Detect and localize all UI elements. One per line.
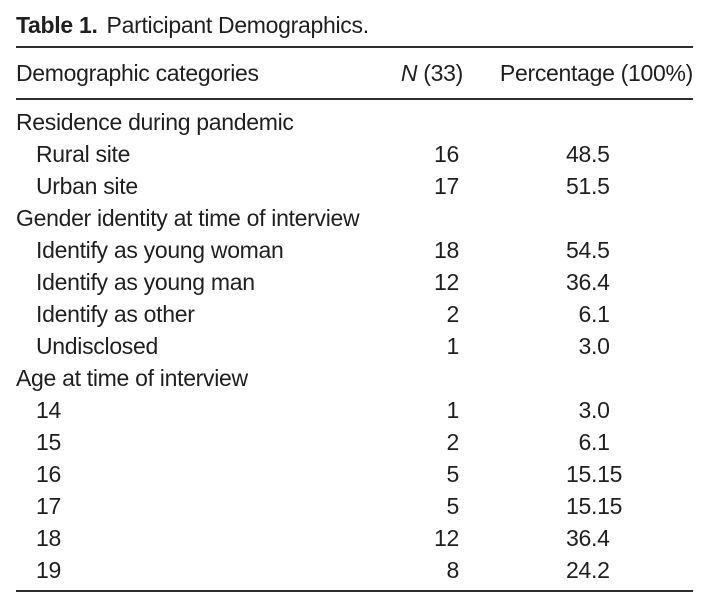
column-header-n: N (33): [353, 60, 463, 87]
percentage-fraction-part: .1: [591, 301, 610, 327]
percentage-integer-part: 48: [566, 141, 591, 167]
n-cell: 18: [434, 237, 459, 263]
n-cell: 16: [434, 141, 459, 167]
table-row: Identify as other 2 6.1: [16, 298, 693, 330]
column-header-categories: Demographic categories: [16, 59, 259, 86]
table-row: Undisclosed 1 3.0: [16, 330, 693, 362]
table-row: Rural site 16 48.5: [16, 138, 693, 170]
category-cell: 19: [36, 557, 61, 583]
table-row: 15 2 6.1: [16, 426, 693, 458]
percentage-cell: [463, 106, 693, 138]
percentage-fraction-part: .4: [591, 525, 610, 551]
column-header-n-symbol: N: [400, 59, 418, 86]
percentage-cell: 24.2: [463, 554, 693, 586]
percentage-cell: 36.4: [463, 266, 693, 298]
table-caption: Table 1. Participant Demographics.: [16, 10, 693, 46]
table-row: Identify as young man 12 36.4: [16, 266, 693, 298]
n-cell: 5: [446, 493, 460, 519]
percentage-cell: 15.15: [463, 458, 693, 490]
n-cell: 8: [446, 557, 460, 583]
table-row: 14 1 3.0: [16, 394, 693, 426]
category-cell: 17: [36, 493, 61, 519]
n-cell: 17: [434, 173, 459, 199]
table-row: 19 8 24.2: [16, 554, 693, 586]
percentage-cell: 6.1: [463, 426, 693, 458]
percentage-cell: 3.0: [463, 330, 693, 362]
percentage-integer-part: 3: [578, 397, 592, 423]
demographics-table: Table 1. Participant Demographics. Demogr…: [16, 0, 693, 592]
table-row: 17 5 15.15: [16, 490, 693, 522]
category-cell: Rural site: [36, 141, 131, 167]
percentage-cell: 6.1: [463, 298, 693, 330]
percentage-cell: 48.5: [463, 138, 693, 170]
category-cell: Undisclosed: [36, 333, 158, 359]
percentage-cell: [469, 202, 699, 234]
category-cell: 16: [36, 461, 61, 487]
n-cell: 2: [446, 429, 460, 455]
percentage-fraction-part: .0: [591, 333, 610, 359]
n-cell: 2: [446, 301, 460, 327]
n-cell: 12: [434, 269, 459, 295]
table-row: 16 5 15.15: [16, 458, 693, 490]
n-cell: [353, 362, 463, 394]
percentage-cell: 54.5: [463, 234, 693, 266]
percentage-integer-part: 6: [578, 301, 592, 327]
percentage-cell: [463, 362, 693, 394]
table-row: Identify as young woman 18 54.5: [16, 234, 693, 266]
percentage-cell: 15.15: [463, 490, 693, 522]
percentage-integer-part: 24: [566, 557, 591, 583]
percentage-fraction-part: .4: [591, 269, 610, 295]
percentage-integer-part: 51: [566, 173, 591, 199]
table-section-row: Gender identity at time of interview: [16, 202, 693, 234]
percentage-integer-part: 36: [566, 269, 591, 295]
category-cell: Identify as young man: [36, 269, 255, 295]
category-cell: 18: [36, 525, 61, 551]
percentage-integer-part: 15: [566, 461, 591, 487]
table-row: 18 12 36.4: [16, 522, 693, 554]
percentage-fraction-part: .0: [591, 397, 610, 423]
column-header-n-count: (33): [417, 59, 463, 86]
table-caption-title: Participant Demographics.: [106, 12, 370, 38]
percentage-cell: 36.4: [463, 522, 693, 554]
percentage-fraction-part: .2: [591, 557, 610, 583]
header-rule: [16, 98, 693, 100]
column-header-percentage: Percentage (100%): [499, 59, 693, 86]
percentage-integer-part: 6: [578, 429, 592, 455]
category-cell: Identify as young woman: [36, 237, 284, 263]
percentage-fraction-part: .15: [591, 461, 623, 487]
percentage-fraction-part: .15: [591, 493, 623, 519]
n-cell: 5: [446, 461, 460, 487]
percentage-fraction-part: .5: [591, 141, 610, 167]
n-cell: [359, 202, 469, 234]
percentage-integer-part: 36: [566, 525, 591, 551]
table-caption-label: Table 1.: [16, 12, 98, 38]
percentage-integer-part: 15: [566, 493, 591, 519]
category-cell: Urban site: [36, 173, 138, 199]
bottom-rule: [16, 590, 693, 592]
category-cell: 15: [36, 429, 61, 455]
n-cell: [353, 106, 463, 138]
percentage-integer-part: 54: [566, 237, 591, 263]
table-row: Urban site 17 51.5: [16, 170, 693, 202]
section-label: Age at time of interview: [16, 365, 248, 391]
n-cell: 1: [446, 333, 460, 359]
percentage-fraction-part: .5: [591, 173, 610, 199]
table-header-row: Demographic categories N (33) Percentage…: [16, 48, 693, 98]
table-section-row: Residence during pandemic: [16, 106, 693, 138]
section-label: Gender identity at time of interview: [16, 205, 360, 231]
category-cell: Identify as other: [36, 301, 195, 327]
percentage-cell: 3.0: [463, 394, 693, 426]
table-section-row: Age at time of interview: [16, 362, 693, 394]
top-rule: [16, 46, 693, 48]
percentage-fraction-part: .5: [591, 237, 610, 263]
n-cell: 1: [446, 397, 460, 423]
percentage-cell: 51.5: [463, 170, 693, 202]
percentage-fraction-part: .1: [591, 429, 610, 455]
n-cell: 12: [434, 525, 459, 551]
percentage-integer-part: 3: [578, 333, 592, 359]
category-cell: 14: [36, 397, 61, 423]
section-label: Residence during pandemic: [16, 109, 294, 135]
table-body: Residence during pandemic Rural site 16 48.…: [16, 100, 693, 590]
